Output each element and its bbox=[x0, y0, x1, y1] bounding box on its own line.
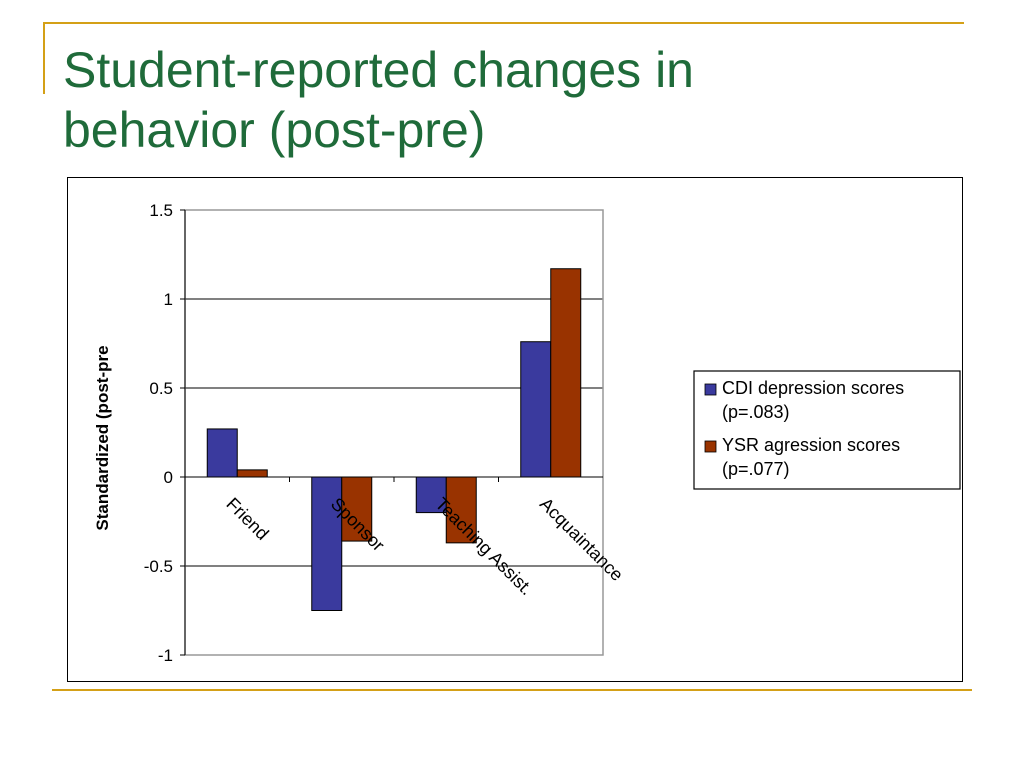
y-tick-label: 0 bbox=[164, 468, 173, 487]
chart-frame: -1 -0.5 0 0.5 1 1.5 Friend Sponsor Teaching Ass… bbox=[67, 177, 963, 682]
chart-legend: CDI depression scores (p=.083) YSR agres… bbox=[693, 370, 961, 490]
bar-cdi-0 bbox=[206, 428, 238, 478]
bar-cdi-1 bbox=[311, 476, 343, 611]
footer-accent-rule bbox=[52, 689, 972, 691]
title-accent-vertical-rule bbox=[43, 22, 45, 94]
y-tick-label: 0.5 bbox=[149, 379, 173, 398]
y-tick-label: 1 bbox=[164, 290, 173, 309]
y-tick-label: 1.5 bbox=[149, 201, 173, 220]
legend-label-cdi-line-1: CDI depression scores bbox=[722, 378, 904, 398]
title-accent-horizontal-rule bbox=[43, 22, 964, 24]
x-tick-label: Friend bbox=[222, 494, 272, 544]
slide-title: Student-reported changes in behavior (po… bbox=[63, 40, 943, 160]
bar-cdi-2 bbox=[415, 476, 447, 514]
x-tick-label: Acquaintance bbox=[536, 494, 627, 585]
bar-cdi-3 bbox=[520, 341, 552, 478]
bar-ysr-3 bbox=[550, 268, 582, 478]
slide-title-line-1: Student-reported changes in bbox=[63, 42, 694, 98]
legend-label-cdi-line-2: (p=.083) bbox=[722, 402, 790, 422]
legend-box bbox=[693, 370, 961, 490]
y-tick-label: -0.5 bbox=[144, 557, 173, 576]
chart-canvas: -1-0.500.511.5 Friend Sponsor Teaching Ass… bbox=[93, 201, 961, 665]
legend-swatch-cdi bbox=[704, 383, 717, 396]
x-tick-label: Teaching Assist. bbox=[431, 494, 536, 599]
bar-ysr-0 bbox=[236, 469, 268, 478]
y-tick-label: -1 bbox=[158, 646, 173, 665]
bar-marks bbox=[206, 268, 582, 611]
slide-title-line-2: behavior (post-pre) bbox=[63, 102, 486, 158]
bar-ysr-1 bbox=[341, 476, 373, 542]
legend-swatch-ysr bbox=[704, 440, 717, 453]
legend-label-ysr-line-2: (p=.077) bbox=[722, 459, 790, 479]
bar-ysr-2 bbox=[445, 476, 477, 544]
legend-label-ysr-line-1: YSR agression scores bbox=[722, 435, 900, 455]
y-axis-ticks: -1 -0.5 0 0.5 1 1.5 bbox=[144, 201, 499, 665]
y-axis-label: Standardized (post-pre bbox=[93, 345, 112, 530]
